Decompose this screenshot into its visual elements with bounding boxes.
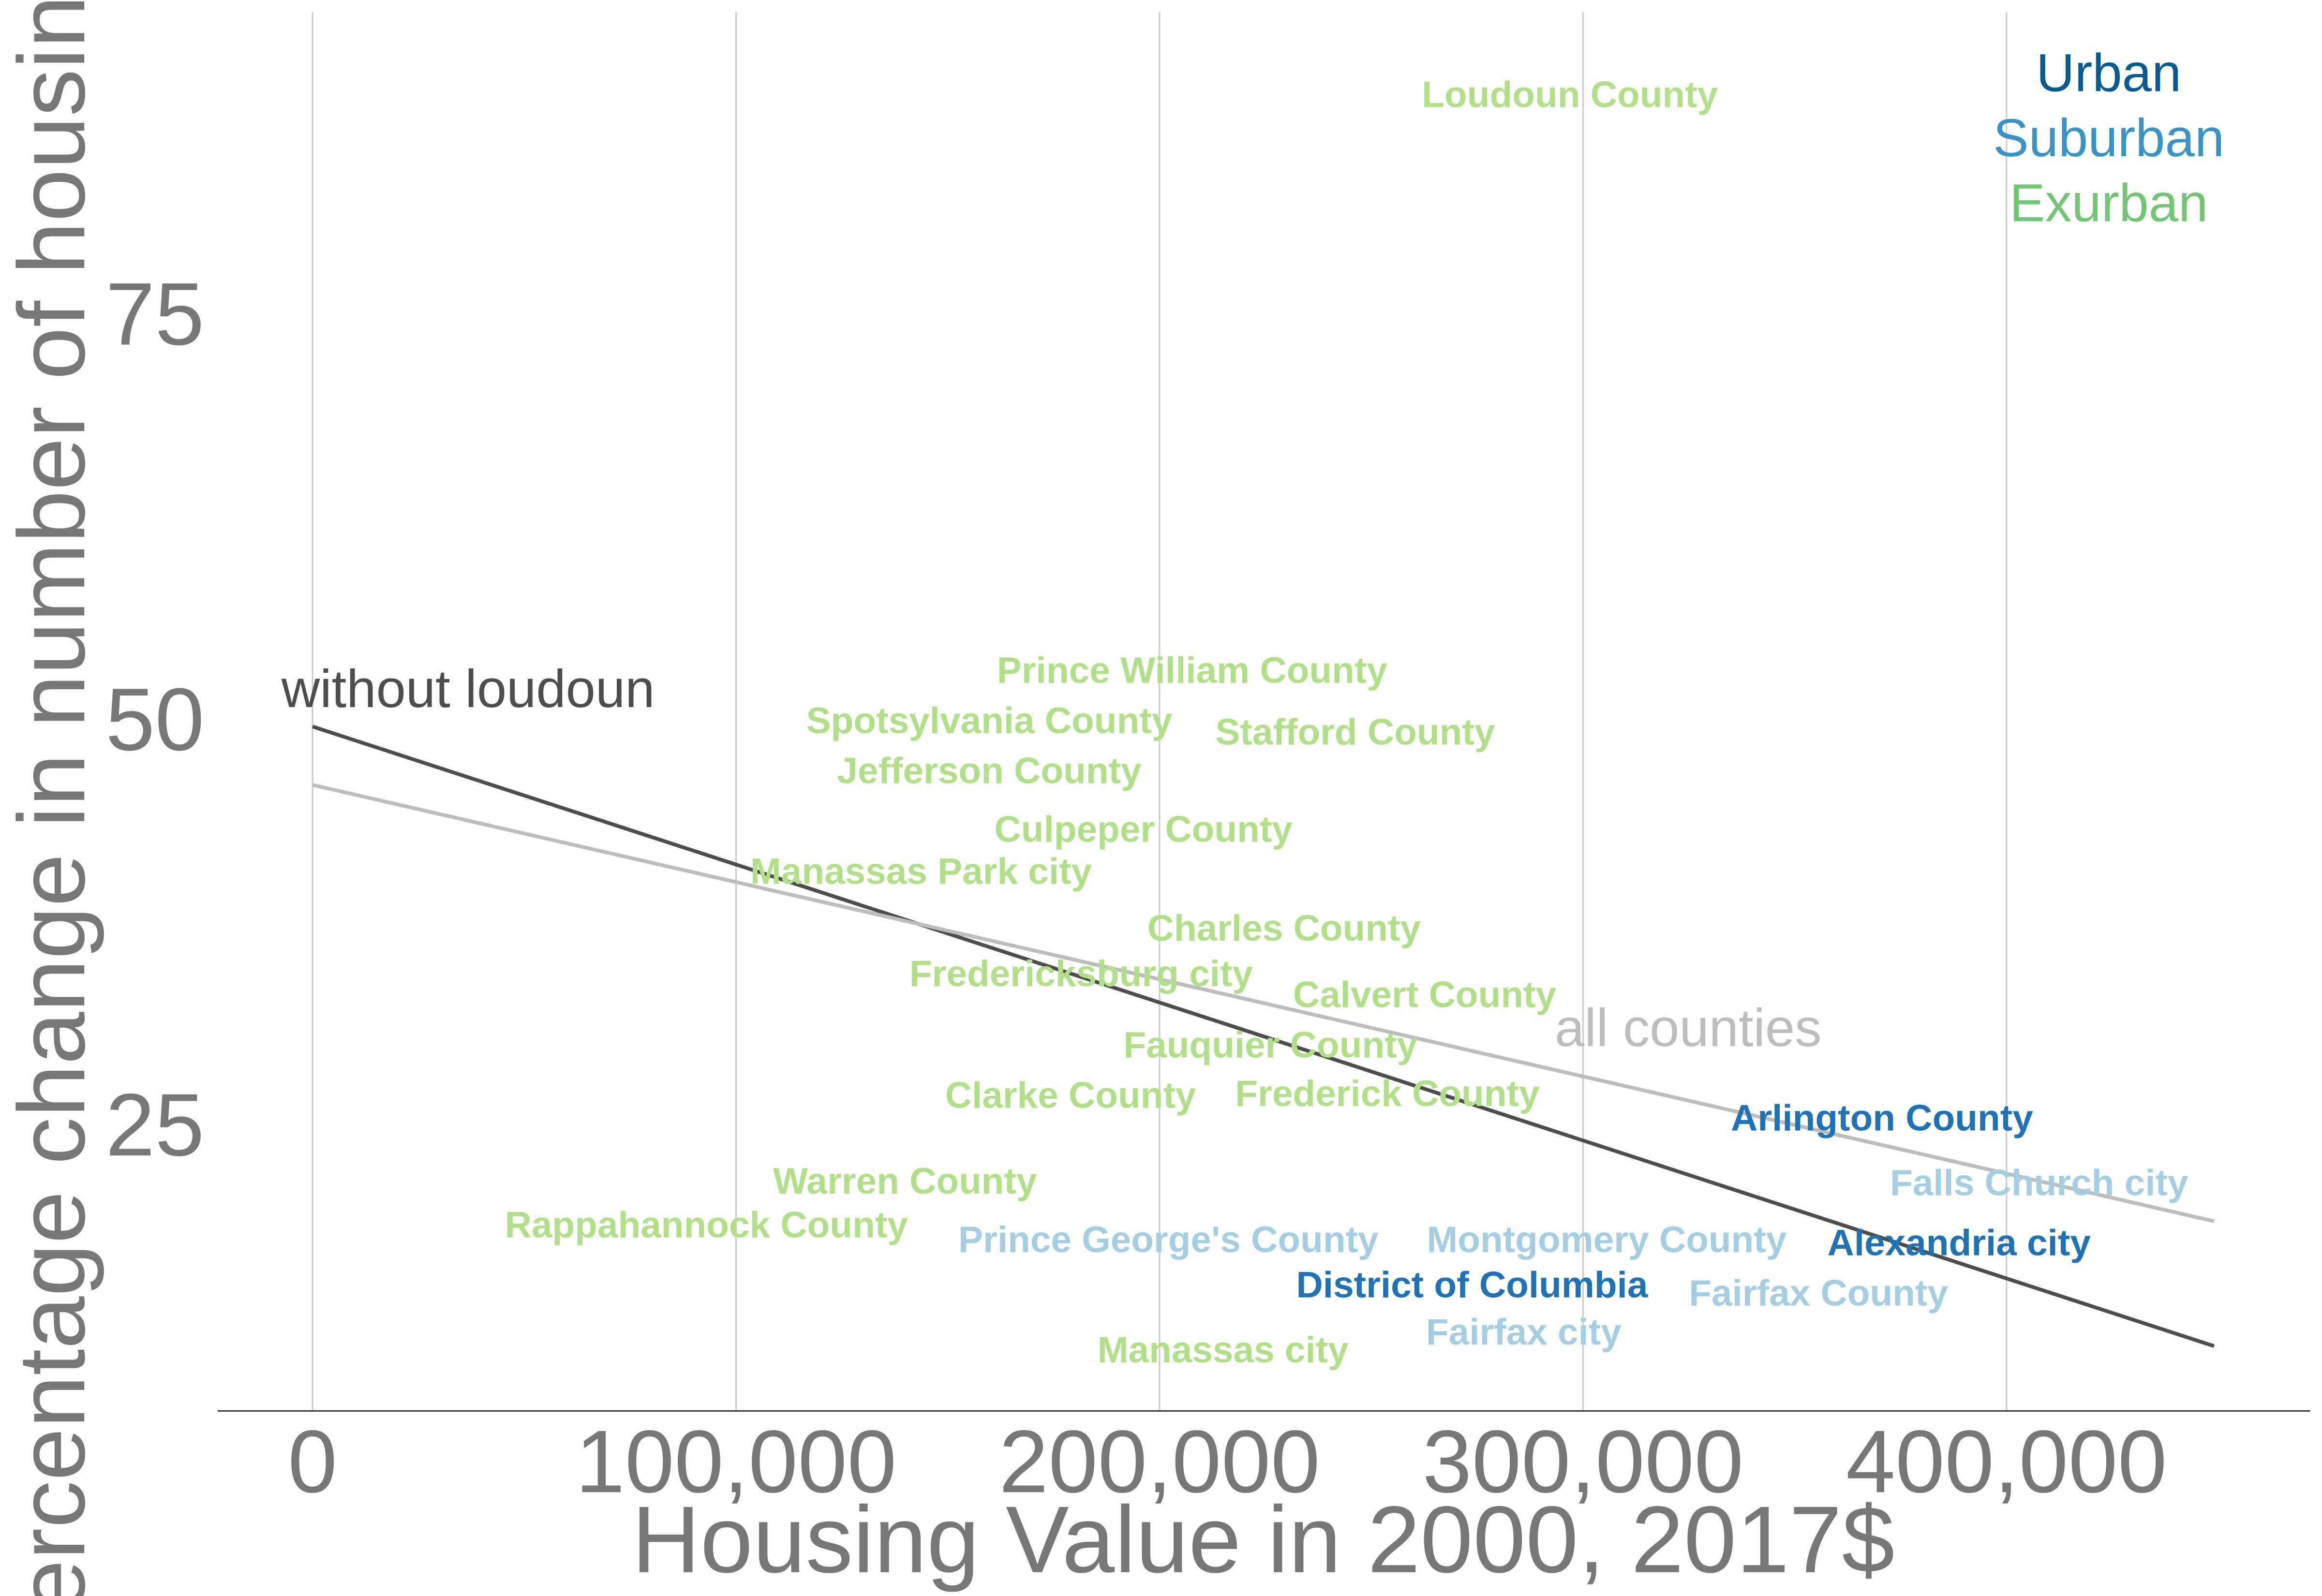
point-label: Prince William County — [997, 650, 1388, 691]
point-label: Fairfax city — [1426, 1312, 1622, 1353]
point-label: Culpeper County — [994, 809, 1293, 850]
x-tick-label: 200,000 — [999, 1412, 1320, 1511]
point-label: Charles County — [1147, 908, 1421, 949]
point-label: Arlington County — [1731, 1097, 2033, 1138]
x-tick-label: 0 — [288, 1412, 337, 1511]
point-label: Manassas Park city — [750, 851, 1092, 892]
x-tick-label: 100,000 — [576, 1412, 897, 1511]
point-label: Spotsylvania County — [806, 700, 1173, 741]
x-tick-label: 400,000 — [1846, 1412, 2167, 1511]
x-axis-label: Housing Value in 2000, 2017$ — [632, 1487, 1895, 1593]
point-label: Warren County — [773, 1161, 1037, 1202]
point-label: Jefferson County — [837, 751, 1142, 792]
x-tick-label: 300,000 — [1422, 1412, 1743, 1511]
point-label: Loudoun County — [1422, 74, 1718, 115]
point-label: Calvert County — [1293, 974, 1557, 1015]
point-label: Fredericksburg city — [909, 953, 1253, 994]
legend-entry: Urban — [2036, 43, 2181, 103]
point-label: Clarke County — [945, 1075, 1196, 1116]
y-tick-label: 50 — [105, 670, 204, 769]
point-label: Manassas city — [1098, 1330, 1349, 1371]
y-axis-label: Percentage change in number of housing u… — [0, 0, 104, 1596]
point-label: Prince George's County — [958, 1219, 1379, 1260]
point-label: Fairfax County — [1689, 1272, 1948, 1314]
point-label: Alexandria city — [1828, 1223, 2091, 1264]
point-label: Rappahannock County — [505, 1205, 908, 1246]
legend-entry: Exurban — [2009, 174, 2208, 233]
point-label: Frederick County — [1235, 1073, 1540, 1114]
y-tick-label: 25 — [105, 1075, 204, 1174]
point-label: District of Columbia — [1296, 1265, 1649, 1306]
point-label: Montgomery County — [1427, 1219, 1786, 1260]
point-label: Falls Church city — [1890, 1162, 2188, 1203]
line-label: all counties — [1555, 998, 1821, 1058]
line-label: without loudoun — [281, 659, 655, 719]
legend-entry: Suburban — [1993, 108, 2224, 168]
fit-line — [312, 724, 2215, 1348]
point-label: Stafford County — [1215, 711, 1495, 753]
point-label: Fauquier County — [1123, 1024, 1417, 1065]
fit-line — [312, 783, 2215, 1223]
y-tick-label: 75 — [105, 264, 204, 363]
